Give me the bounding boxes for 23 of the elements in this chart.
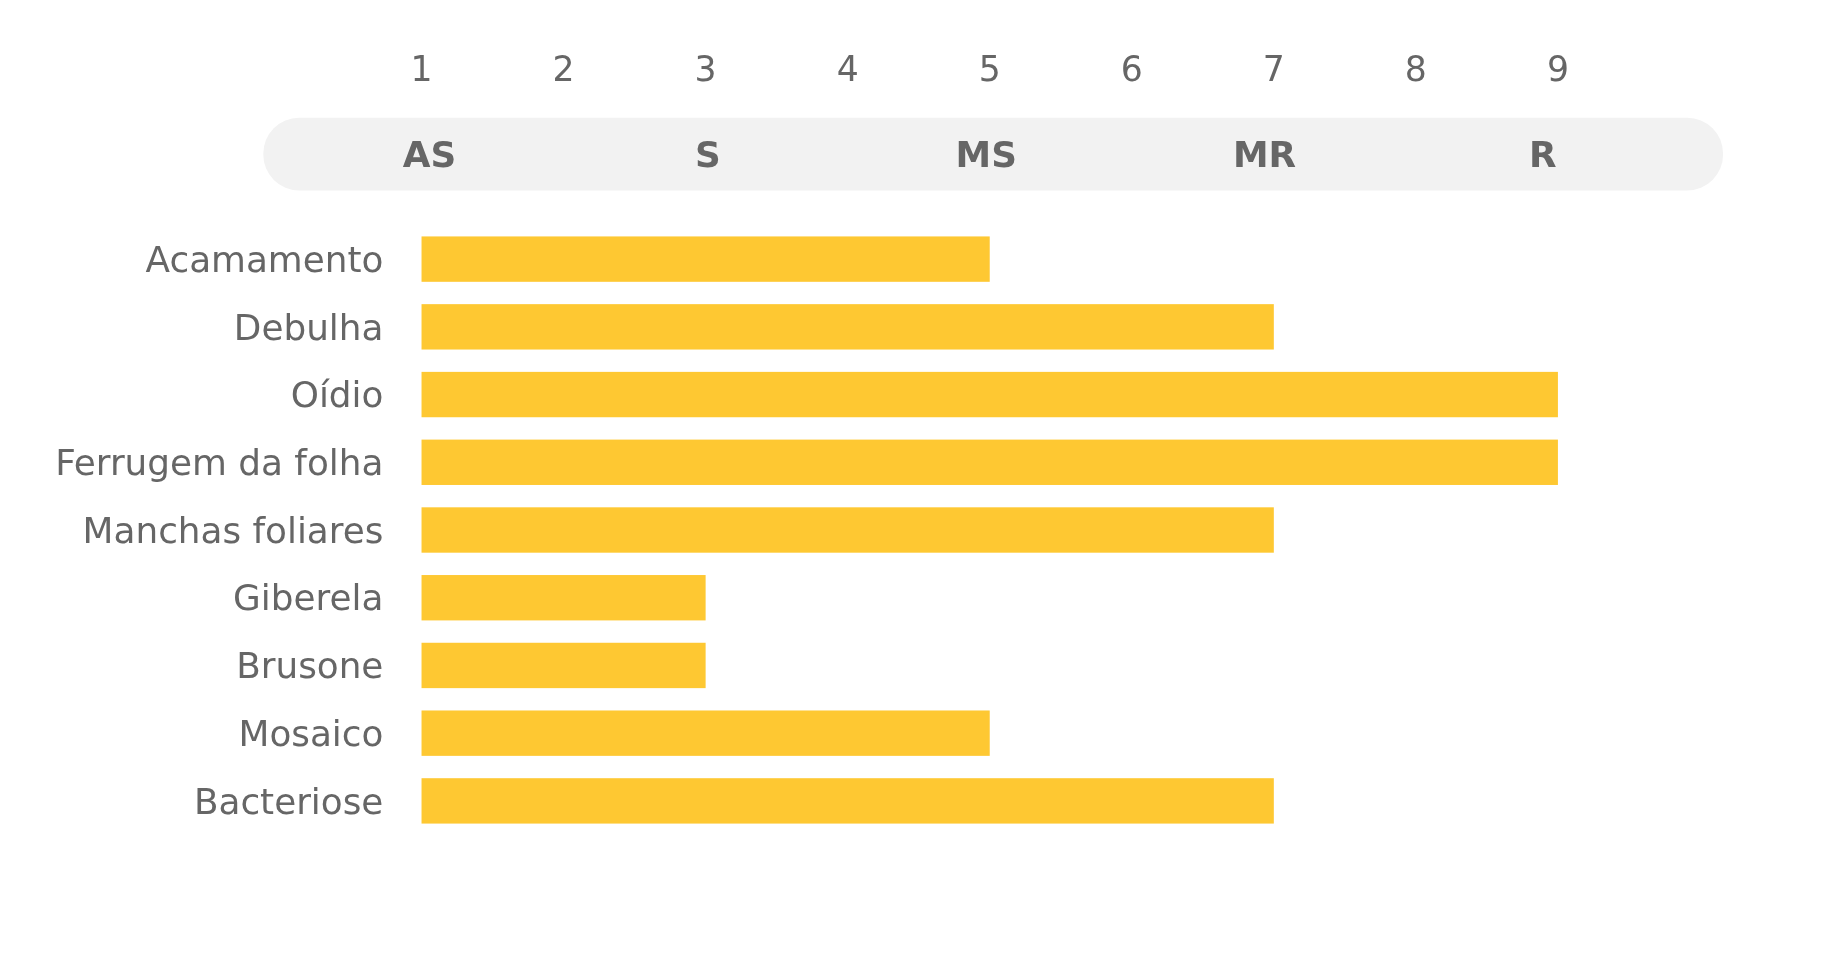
y-tick-label: Giberela bbox=[233, 577, 384, 619]
y-tick-label: Brusone bbox=[236, 645, 384, 687]
x-tick-label: 9 bbox=[1546, 48, 1569, 89]
y-tick-label: Bacteriose bbox=[193, 780, 384, 822]
x-tick-label: 4 bbox=[836, 48, 859, 89]
text: R bbox=[1529, 134, 1557, 176]
text: S bbox=[695, 134, 721, 176]
x-tick-label: 5 bbox=[978, 48, 1001, 89]
y-tick-label: Debulha bbox=[233, 306, 384, 348]
x-tick-label: 8 bbox=[1404, 48, 1427, 89]
text: AS bbox=[402, 134, 457, 176]
text: MR bbox=[1232, 134, 1297, 176]
y-tick-label: Oídio bbox=[290, 374, 384, 416]
y-tick-label: Ferrugem da folha bbox=[55, 441, 384, 483]
text: MS bbox=[955, 134, 1017, 176]
x-tick-label: 6 bbox=[1120, 48, 1143, 89]
x-tick-label: 3 bbox=[694, 48, 717, 89]
x-tick-label: 2 bbox=[552, 48, 575, 89]
x-tick-label: 1 bbox=[410, 48, 433, 89]
y-tick-label: Manchas foliares bbox=[82, 509, 384, 551]
y-tick-label: Mosaico bbox=[238, 712, 384, 754]
y-tick-label: Acamamento bbox=[145, 238, 384, 280]
x-tick-label: 7 bbox=[1262, 48, 1285, 89]
